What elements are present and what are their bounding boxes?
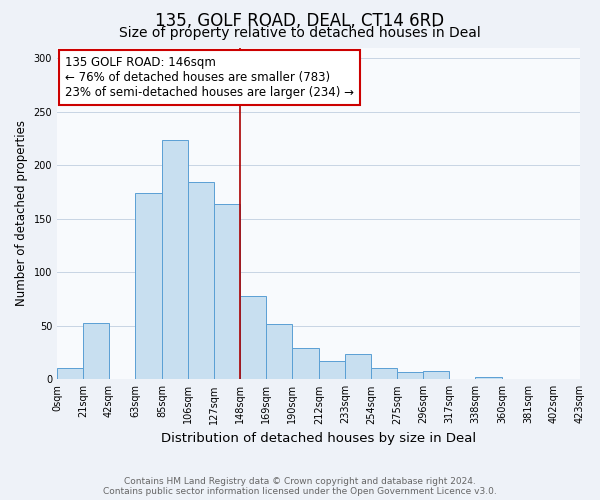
Y-axis label: Number of detached properties: Number of detached properties <box>15 120 28 306</box>
Text: Contains HM Land Registry data © Crown copyright and database right 2024.
Contai: Contains HM Land Registry data © Crown c… <box>103 476 497 496</box>
Bar <box>397 372 423 380</box>
Bar <box>345 354 371 380</box>
Bar <box>371 368 397 380</box>
Bar <box>57 368 83 380</box>
Text: Size of property relative to detached houses in Deal: Size of property relative to detached ho… <box>119 26 481 40</box>
Bar <box>162 140 188 380</box>
Bar <box>266 324 292 380</box>
Bar <box>475 377 502 380</box>
Bar <box>83 322 109 380</box>
X-axis label: Distribution of detached houses by size in Deal: Distribution of detached houses by size … <box>161 432 476 445</box>
Bar <box>135 193 162 380</box>
Bar <box>292 348 319 380</box>
Bar <box>214 204 240 380</box>
Bar <box>319 361 345 380</box>
Bar <box>423 370 449 380</box>
Text: 135 GOLF ROAD: 146sqm
← 76% of detached houses are smaller (783)
23% of semi-det: 135 GOLF ROAD: 146sqm ← 76% of detached … <box>65 56 354 99</box>
Bar <box>188 182 214 380</box>
Text: 135, GOLF ROAD, DEAL, CT14 6RD: 135, GOLF ROAD, DEAL, CT14 6RD <box>155 12 445 30</box>
Bar <box>240 296 266 380</box>
